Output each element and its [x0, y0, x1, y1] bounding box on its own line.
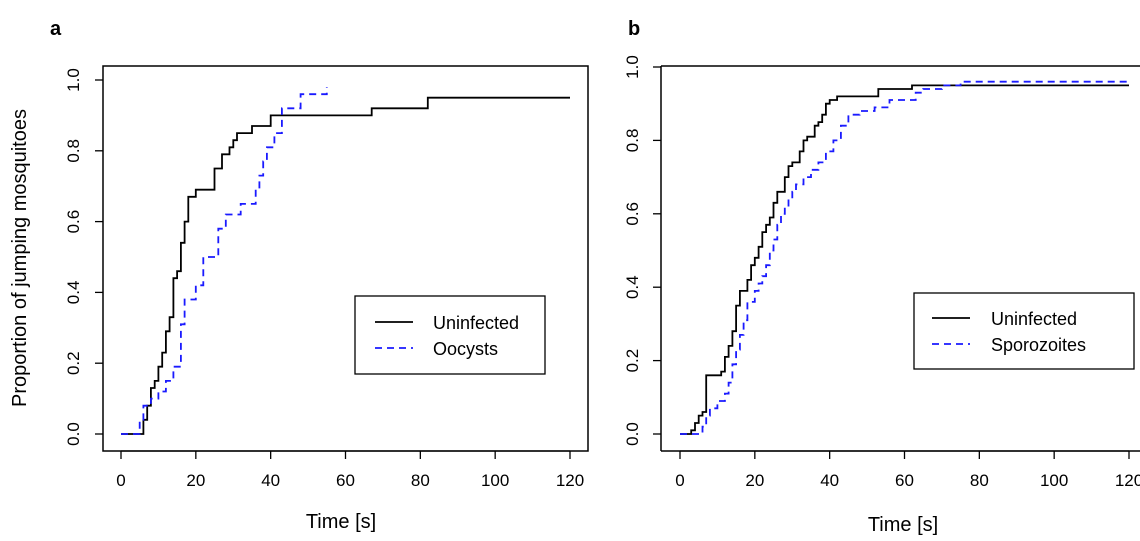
y-tick-label: 0.6	[623, 202, 642, 226]
panel-a-legend-label-oocysts: Oocysts	[433, 339, 498, 359]
y-tick-label: 0.8	[64, 139, 83, 163]
y-tick-label: 1.0	[64, 68, 83, 92]
panel-a-legend: Uninfected Oocysts	[354, 295, 546, 375]
panel-a-x-axis-title: Time [s]	[306, 511, 376, 533]
x-tick-label: 0	[675, 471, 684, 490]
x-tick-label: 80	[411, 471, 430, 490]
x-tick-label: 80	[970, 471, 989, 490]
x-tick-label: 120	[556, 471, 584, 490]
series-line-uninfected	[680, 84, 1129, 435]
x-tick-label: 120	[1115, 471, 1140, 490]
x-tick-label: 100	[1040, 471, 1068, 490]
series-line-sporozoites	[680, 80, 1129, 435]
panel-b-x-axis-title: Time [s]	[868, 514, 938, 536]
y-tick-label: 0.0	[623, 422, 642, 446]
panel-a-legend-box	[354, 295, 546, 375]
panel-a-ticks: 0 20 40 60 80 100 120 0.0 0.2 0.4 0.6 0.8 1.0	[64, 68, 584, 490]
panel-b-legend-label-uninfected: Uninfected	[991, 309, 1077, 329]
y-tick-label: 0.6	[64, 210, 83, 234]
panel-a: a 0 20 40 60 80 100 120 0.0 0.2 0.4 0.6 0.8 1.0 Time…	[9, 18, 589, 533]
x-tick-label: 0	[116, 471, 125, 490]
panel-a-y-axis-title: Proportion of jumping mosquitoes	[9, 109, 31, 407]
x-tick-label: 40	[820, 471, 839, 490]
series-line-uninfected	[121, 96, 570, 435]
x-tick-label: 20	[186, 471, 205, 490]
panel-b-legend-box	[913, 292, 1135, 370]
x-tick-label: 60	[895, 471, 914, 490]
panel-b-letter: b	[628, 18, 640, 40]
y-tick-label: 0.0	[64, 422, 83, 446]
panel-b: b 0 20 40 60 80 100 120 0.0 0.2 0.4 0.6 0.8 1.0 Time…	[623, 18, 1140, 536]
y-tick-label: 0.2	[64, 351, 83, 375]
x-tick-label: 60	[336, 471, 355, 490]
x-tick-label: 100	[481, 471, 509, 490]
panel-b-legend-label-sporozoites: Sporozoites	[991, 335, 1086, 355]
y-tick-label: 0.8	[623, 129, 642, 153]
y-tick-label: 0.2	[623, 349, 642, 373]
panel-a-series	[121, 87, 570, 435]
y-tick-label: 0.4	[64, 281, 83, 305]
panel-b-legend: Uninfected Sporozoites	[913, 292, 1135, 370]
panel-a-legend-label-uninfected: Uninfected	[433, 313, 519, 333]
panel-b-series	[680, 80, 1129, 435]
x-tick-label: 20	[745, 471, 764, 490]
x-tick-label: 40	[261, 471, 280, 490]
y-tick-label: 1.0	[623, 55, 642, 79]
panel-a-letter: a	[50, 18, 62, 40]
y-tick-label: 0.4	[623, 275, 642, 299]
series-line-oocysts	[121, 87, 328, 435]
panel-b-ticks: 0 20 40 60 80 100 120 0.0 0.2 0.4 0.6 0.8 1.0	[623, 55, 1140, 490]
panel-a-plot-frame	[102, 65, 589, 452]
